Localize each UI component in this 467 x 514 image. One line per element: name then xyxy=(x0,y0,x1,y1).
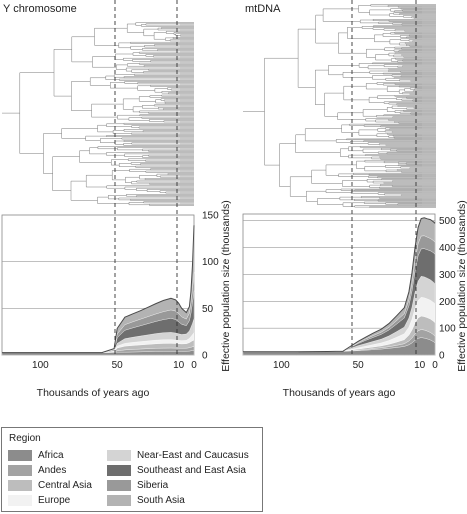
y-tick-label: 200 xyxy=(439,297,456,308)
y-tick-label: 100 xyxy=(202,257,219,268)
y-chromosome-x-axis-label: Thousands of years ago xyxy=(37,387,150,399)
time-marker-lines xyxy=(114,0,417,356)
y-chromosome-phylogeny xyxy=(2,22,194,206)
legend: Region Africa Andes Central Asia Europe Near… xyxy=(1,427,263,512)
x-tick-label: 50 xyxy=(112,360,124,371)
tree-branches xyxy=(2,22,194,206)
x-tick-label: 0 xyxy=(432,360,438,371)
legend-label: Andes xyxy=(38,465,67,476)
legend-label: Africa xyxy=(38,450,64,461)
x-tick-label: 100 xyxy=(273,360,290,371)
y-tick-label: 400 xyxy=(439,243,456,254)
mtdna-title: mtDNA xyxy=(245,3,281,15)
x-tick-label: 100 xyxy=(32,360,49,371)
legend-swatch xyxy=(107,450,131,461)
legend-label: Near-East and Caucasus xyxy=(137,450,249,461)
legend-swatch xyxy=(107,495,131,506)
mtdna-y-axis-label: Effective population size (thousands) xyxy=(456,200,467,371)
legend-label: South Asia xyxy=(137,495,185,506)
legend-swatch xyxy=(8,480,32,491)
y-tick-label: 500 xyxy=(439,216,456,227)
y-chromosome-y-axis-label: Effective population size (thousands) xyxy=(220,200,232,371)
y-tick-label: 300 xyxy=(439,270,456,281)
legend-label: Central Asia xyxy=(38,480,92,491)
total-outline xyxy=(243,217,436,353)
legend-swatch xyxy=(8,450,32,461)
legend-label: Southeast and East Asia xyxy=(137,465,246,476)
legend-label: Europe xyxy=(38,495,71,506)
tree-branches xyxy=(243,4,436,208)
tree-tips xyxy=(180,22,194,206)
y-tick-label: 50 xyxy=(202,304,214,315)
y-tick-label: 100 xyxy=(439,324,456,335)
y-tick-label: 0 xyxy=(202,351,208,362)
y-chromosome-title: Y chromosome xyxy=(3,3,77,15)
legend-swatch xyxy=(8,495,32,506)
legend-swatch xyxy=(8,465,32,476)
x-tick-label: 10 xyxy=(173,360,185,371)
y-tick-label: 0 xyxy=(439,351,445,362)
legend-swatch xyxy=(107,480,131,491)
mtdna-phylogeny xyxy=(243,4,436,208)
tree-tips xyxy=(422,4,436,208)
mtdna-x-axis-label: Thousands of years ago xyxy=(283,387,396,399)
legend-label: Siberia xyxy=(137,480,169,491)
y-tick-label: 150 xyxy=(202,211,219,222)
x-tick-label: 10 xyxy=(414,360,426,371)
legend-title: Region xyxy=(9,433,41,444)
legend-swatch xyxy=(107,465,131,476)
x-tick-label: 0 xyxy=(191,360,197,371)
x-tick-label: 50 xyxy=(353,360,365,371)
